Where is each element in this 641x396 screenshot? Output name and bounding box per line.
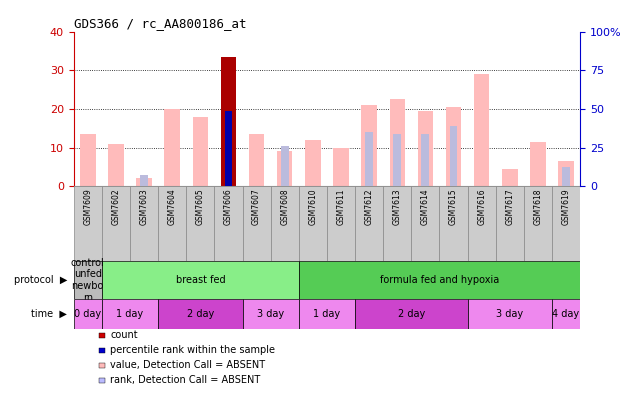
Text: GDS366 / rc_AA800186_at: GDS366 / rc_AA800186_at bbox=[74, 17, 246, 30]
Bar bbox=[390, 99, 405, 186]
Bar bbox=[412, 186, 440, 261]
Text: GSM7609: GSM7609 bbox=[83, 188, 92, 225]
Bar bbox=[530, 142, 545, 186]
Text: 0 day: 0 day bbox=[74, 309, 101, 319]
Bar bbox=[242, 186, 271, 261]
Bar bbox=[137, 178, 152, 186]
Text: GSM7602: GSM7602 bbox=[112, 188, 121, 225]
Text: GSM7614: GSM7614 bbox=[421, 188, 430, 225]
Text: GSM7610: GSM7610 bbox=[308, 188, 317, 225]
Bar bbox=[362, 105, 377, 186]
Bar bbox=[102, 299, 158, 329]
Bar bbox=[474, 74, 489, 186]
Text: breast fed: breast fed bbox=[176, 275, 225, 285]
Text: GSM7605: GSM7605 bbox=[196, 188, 205, 225]
Bar bbox=[355, 299, 467, 329]
Text: GSM7608: GSM7608 bbox=[280, 188, 289, 225]
Text: 2 day: 2 day bbox=[187, 309, 214, 319]
Text: GSM7606: GSM7606 bbox=[224, 188, 233, 225]
Bar bbox=[192, 116, 208, 186]
Text: time  ▶: time ▶ bbox=[31, 309, 67, 319]
Bar bbox=[502, 169, 517, 186]
Bar bbox=[80, 134, 96, 186]
Text: GSM7607: GSM7607 bbox=[252, 188, 261, 225]
Bar bbox=[467, 299, 552, 329]
Text: GSM7615: GSM7615 bbox=[449, 188, 458, 225]
Bar bbox=[327, 186, 355, 261]
Bar bbox=[165, 109, 180, 186]
Bar bbox=[562, 167, 570, 186]
Bar bbox=[299, 299, 355, 329]
Bar bbox=[299, 186, 327, 261]
Text: value, Detection Call = ABSENT: value, Detection Call = ABSENT bbox=[110, 360, 265, 370]
Text: 3 day: 3 day bbox=[496, 309, 523, 319]
Text: GSM7612: GSM7612 bbox=[365, 188, 374, 225]
Bar bbox=[394, 134, 401, 186]
Bar bbox=[365, 132, 373, 186]
Bar bbox=[102, 261, 299, 299]
Bar bbox=[495, 186, 524, 261]
Text: GSM7613: GSM7613 bbox=[393, 188, 402, 225]
Bar bbox=[221, 57, 236, 186]
Text: GSM7611: GSM7611 bbox=[337, 188, 345, 225]
Text: GSM7617: GSM7617 bbox=[505, 188, 514, 225]
Bar bbox=[467, 186, 495, 261]
Bar bbox=[74, 261, 102, 299]
Bar bbox=[299, 261, 580, 299]
Bar bbox=[130, 186, 158, 261]
Bar bbox=[449, 126, 458, 186]
Text: 4 day: 4 day bbox=[553, 309, 579, 319]
Bar bbox=[524, 186, 552, 261]
Bar bbox=[440, 186, 467, 261]
Bar bbox=[271, 186, 299, 261]
Text: GSM7618: GSM7618 bbox=[533, 188, 542, 225]
Bar bbox=[418, 111, 433, 186]
Bar bbox=[187, 186, 214, 261]
Bar bbox=[552, 186, 580, 261]
Text: 3 day: 3 day bbox=[257, 309, 284, 319]
Bar bbox=[224, 111, 233, 186]
Bar bbox=[214, 186, 242, 261]
Text: GSM7616: GSM7616 bbox=[477, 188, 486, 225]
Bar bbox=[277, 151, 292, 186]
Bar bbox=[305, 140, 320, 186]
Text: protocol  ▶: protocol ▶ bbox=[14, 275, 67, 285]
Text: GSM7619: GSM7619 bbox=[562, 188, 570, 225]
Bar bbox=[249, 134, 264, 186]
Bar bbox=[383, 186, 412, 261]
Bar bbox=[558, 161, 574, 186]
Bar bbox=[421, 134, 429, 186]
Bar bbox=[140, 175, 148, 186]
Text: 2 day: 2 day bbox=[397, 309, 425, 319]
Text: GSM7603: GSM7603 bbox=[140, 188, 149, 225]
Text: rank, Detection Call = ABSENT: rank, Detection Call = ABSENT bbox=[110, 375, 260, 385]
Text: control
unfed
newbo
rn: control unfed newbo rn bbox=[71, 258, 104, 303]
Bar bbox=[445, 107, 462, 186]
Text: 1 day: 1 day bbox=[117, 309, 144, 319]
Text: GSM7604: GSM7604 bbox=[168, 188, 177, 225]
Bar bbox=[102, 186, 130, 261]
Text: count: count bbox=[110, 330, 138, 340]
Bar bbox=[74, 299, 102, 329]
Text: formula fed and hypoxia: formula fed and hypoxia bbox=[380, 275, 499, 285]
Bar bbox=[333, 147, 349, 186]
Bar bbox=[158, 186, 187, 261]
Text: percentile rank within the sample: percentile rank within the sample bbox=[110, 345, 276, 355]
Bar bbox=[74, 186, 102, 261]
Bar bbox=[242, 299, 299, 329]
Bar bbox=[552, 299, 580, 329]
Bar bbox=[158, 299, 242, 329]
Bar bbox=[281, 146, 288, 186]
Bar bbox=[355, 186, 383, 261]
Text: 1 day: 1 day bbox=[313, 309, 340, 319]
Bar bbox=[108, 144, 124, 186]
